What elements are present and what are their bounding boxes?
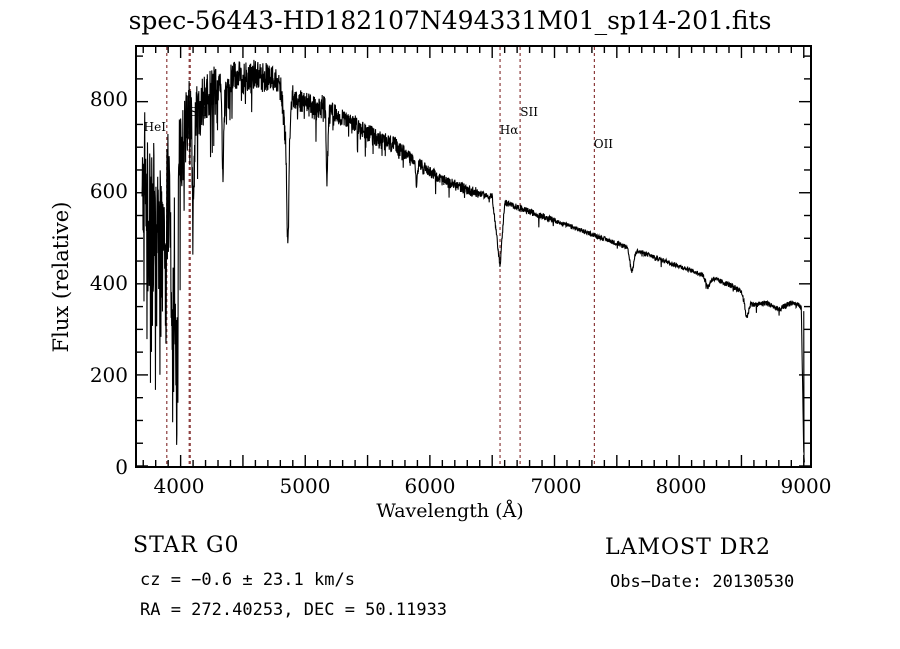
x-tick-label: 4000 [153, 474, 205, 498]
y-tick-label: 800 [89, 87, 128, 111]
y-tick-labels: 800 600 400 200 0 [60, 0, 128, 649]
y-axis-label: Flux (relative) [49, 201, 73, 353]
x-tick-label: 5000 [279, 474, 331, 498]
obs-date-text: Obs−Date: 20130530 [610, 572, 795, 592]
x-tick-label: 6000 [404, 474, 456, 498]
redshift-text: cz = −0.6 ± 23.1 km/s [140, 570, 355, 590]
spectral-line-label-sii: SII [189, 105, 208, 119]
spectral-line-label-hei: HeI [143, 120, 166, 134]
x-axis-label: Wavelength (Å) [376, 500, 524, 522]
spectral-line-label-sii: SII [520, 105, 538, 119]
y-tick-label: 400 [89, 271, 128, 295]
page-title: spec-56443-HD182107N494331M01_sp14-201.f… [128, 6, 772, 35]
survey-text: LAMOST DR2 [605, 535, 771, 560]
x-tick-label: 8000 [655, 474, 707, 498]
x-tick-label: 7000 [530, 474, 582, 498]
plot-area: Flux (relative) [49, 45, 812, 468]
spectral-line-label-oii: OII [593, 137, 614, 151]
coordinates-text: RA = 272.40253, DEC = 50.11933 [140, 600, 448, 620]
y-tick-label: 0 [115, 455, 128, 479]
x-tick-label: 9000 [780, 474, 832, 498]
y-tick-label: 600 [89, 179, 128, 203]
y-tick-label: 200 [89, 363, 128, 387]
spectrum-svg [137, 47, 810, 466]
spectral-line-label-h: Hα [499, 123, 519, 137]
object-class-text: STAR G0 [133, 533, 240, 558]
